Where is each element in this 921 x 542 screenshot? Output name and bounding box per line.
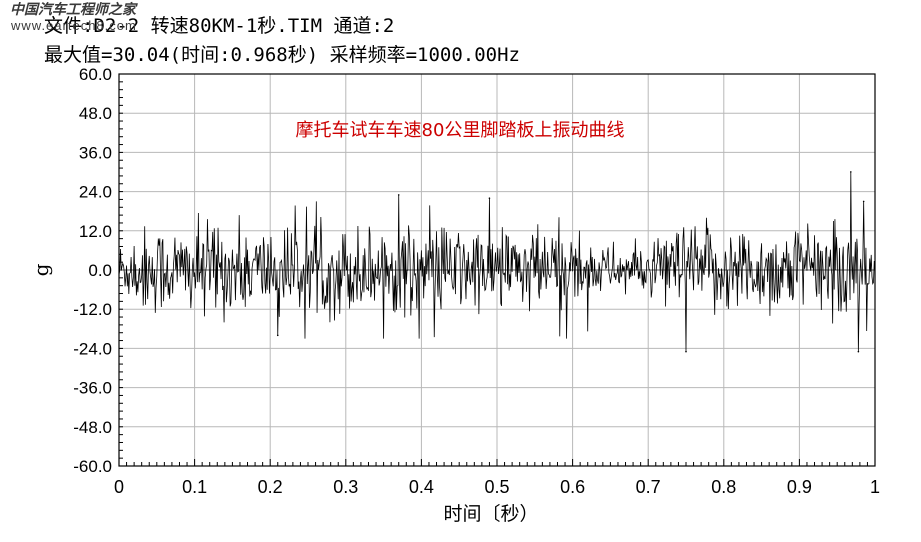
- x-tick-label: 0.9: [787, 477, 812, 497]
- stats-line: 最大值=30.04(时间:0.968秒) 采样频率=1000.00Hz: [44, 44, 520, 66]
- plot-frame: [118, 73, 876, 467]
- vibration-series-line: [118, 171, 876, 352]
- y-tick-label: -60.0: [73, 457, 112, 476]
- x-tick-label: 0.2: [258, 477, 283, 497]
- x-tick-label: 0: [114, 477, 124, 497]
- y-tick-label: 36.0: [79, 143, 112, 162]
- peak-point: [276, 334, 279, 337]
- x-tick-label: 0.4: [409, 477, 434, 497]
- y-tick-label: 0.0: [88, 261, 112, 280]
- x-tick-label: 0.7: [636, 477, 661, 497]
- peak-point: [397, 194, 400, 196]
- x-tick-labels: 0 0.1 0.2 0.3 0.4 0.5 0.6 0.7 0.8 0.9 1: [114, 477, 880, 497]
- x-tick-label: 0.6: [560, 477, 585, 497]
- series-layer: [118, 171, 876, 353]
- x-axis-label: 时间〔秒）: [443, 503, 538, 525]
- y-tick-label: 48.0: [79, 104, 112, 123]
- x-tick-label: 1: [870, 477, 880, 497]
- y-tick-labels: 60.0 48.0 36.0 24.0 12.0 0.0 -12.0 -24.0 -36.0 -4…: [73, 65, 112, 476]
- x-tick-label: 0.3: [333, 477, 358, 497]
- peak-point: [862, 200, 865, 203]
- peak-point: [685, 350, 687, 353]
- x-tick-label: 0.1: [182, 477, 207, 497]
- peak-point: [488, 197, 491, 199]
- x-tick-label: 0.8: [711, 477, 736, 497]
- y-tick-label: -36.0: [73, 379, 112, 398]
- y-tick-label: -48.0: [73, 418, 112, 437]
- peak-point: [857, 350, 860, 353]
- watermark-url: www.eartech8.com: [11, 18, 137, 33]
- peak-point: [850, 171, 852, 173]
- file-info-line: 文件:D2-2 转速80KM-1秒.TIM 通道:2: [44, 15, 395, 37]
- watermark-site-name: 中国汽车工程师之家: [10, 2, 136, 18]
- y-tick-label: -12.0: [73, 300, 112, 319]
- y-tick-label: -24.0: [73, 339, 112, 358]
- y-tick-label: 24.0: [79, 183, 112, 202]
- y-axis-label: g: [29, 263, 53, 276]
- chart-title: 摩托车试车车速80公里脚踏板上振动曲线: [296, 120, 625, 141]
- x-tick-label: 0.5: [484, 477, 509, 497]
- site-watermark: 中国汽车工程师之家 www.eartech8.com: [10, 3, 137, 32]
- y-tick-label: 60.0: [79, 65, 112, 84]
- y-tick-label: 12.0: [79, 222, 112, 241]
